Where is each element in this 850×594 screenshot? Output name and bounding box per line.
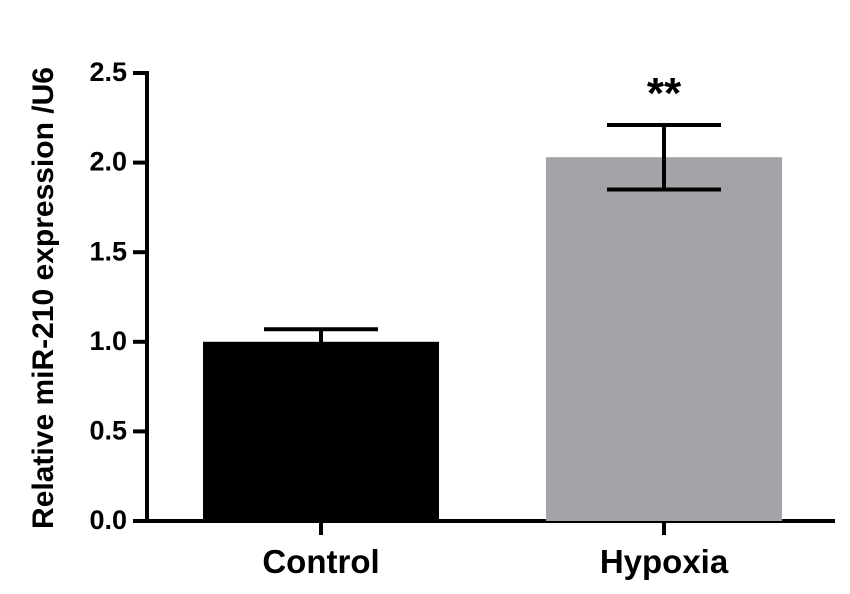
bars (203, 157, 782, 521)
y-tick-label: 1.5 (89, 236, 127, 266)
y-tick-label: 1.0 (89, 326, 127, 356)
x-tick-label-control: Control (262, 543, 379, 580)
bar-control (203, 341, 439, 521)
x-axis: Control Hypoxia (145, 519, 835, 580)
error-bars (264, 122, 721, 357)
significance-label: ** (647, 69, 682, 118)
y-tick-label: 0.5 (89, 416, 127, 446)
x-tick-label-hypoxia: Hypoxia (600, 543, 729, 580)
error-bar-hypoxia (607, 122, 721, 192)
y-tick-label: 2.5 (89, 57, 127, 87)
significance-annotations: ** (647, 69, 682, 118)
bar-hypoxia (546, 157, 782, 521)
y-axis: 0.0 0.5 1.0 1.5 2.0 2.5 (89, 57, 149, 535)
y-tick-label: 0.0 (89, 505, 127, 535)
error-bar-control (264, 327, 378, 357)
y-axis-title: Relative miR-210 expression /U6 (27, 67, 60, 529)
y-tick-label: 2.0 (89, 147, 127, 177)
